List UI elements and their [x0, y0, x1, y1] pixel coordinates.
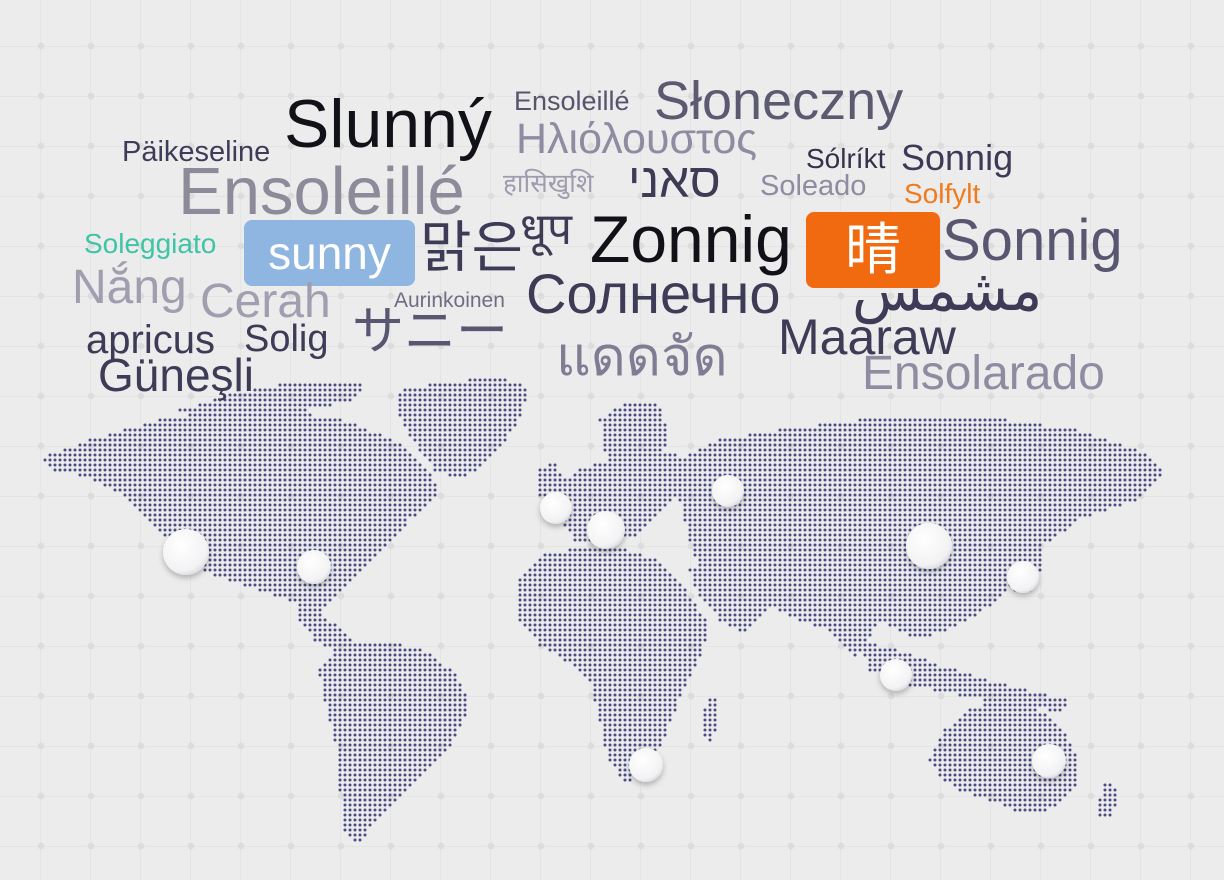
word-hindi: हासिखुशि — [503, 168, 594, 198]
word-soleggiato: Soleggiato — [84, 228, 217, 259]
word-apricus: apricus — [86, 318, 215, 362]
word-chinese-highlight: 晴 — [806, 212, 940, 288]
word-solig: Solig — [244, 318, 329, 360]
word-ensoleille-small: Ensoleillé — [514, 86, 630, 116]
word-solfylt: Solfylt — [904, 178, 981, 209]
marker-paris — [587, 511, 625, 549]
marker-los-angeles — [163, 529, 209, 575]
marker-tokyo — [1007, 561, 1039, 593]
word-dhup: धूप — [520, 205, 573, 254]
word-russian: Солнечно — [526, 262, 781, 325]
marker-singapore — [880, 659, 912, 691]
word-aurinkoinen: Aurinkoinen — [394, 289, 505, 312]
word-cerah: Cerah — [200, 275, 331, 328]
word-greek: Ηλιόλουστος — [516, 115, 758, 163]
word-nang: Nắng — [72, 261, 187, 314]
marker-new-york — [297, 550, 331, 584]
word-solrikt: Sólríkt — [806, 143, 886, 174]
word-zonnig: Zonnig — [590, 202, 792, 276]
word-korean: 맑은 — [420, 216, 524, 279]
marker-beijing — [906, 523, 952, 569]
marker-moscow — [712, 475, 744, 507]
word-japanese: サニー — [352, 303, 509, 361]
word-sonnig-big: Sonnig — [942, 208, 1123, 273]
word-sonnig-top: Sonnig — [901, 137, 1014, 178]
word-maaraw: Maaraw — [778, 309, 956, 365]
word-ensolarado: Ensolarado — [862, 347, 1105, 400]
word-sloneczny: Słoneczny — [654, 71, 904, 131]
marker-cape-town — [629, 748, 663, 782]
word-thai: แดดจัด — [556, 327, 728, 387]
word-slunny: Slunný — [284, 86, 492, 162]
marker-london — [540, 492, 572, 524]
word-arabic: مشمس — [852, 258, 1043, 323]
map-dots — [43, 378, 1162, 842]
word-paikeseline: Päikeseline — [122, 136, 271, 168]
word-sunny-highlight: sunny — [244, 220, 415, 286]
word-hebrew: סאני — [628, 155, 721, 208]
marker-sydney — [1032, 744, 1066, 778]
word-ensoleille-large: Ensoleillé — [178, 154, 465, 229]
word-gunesli: Güneşli — [98, 349, 254, 401]
word-soleado: Soleado — [760, 170, 867, 202]
